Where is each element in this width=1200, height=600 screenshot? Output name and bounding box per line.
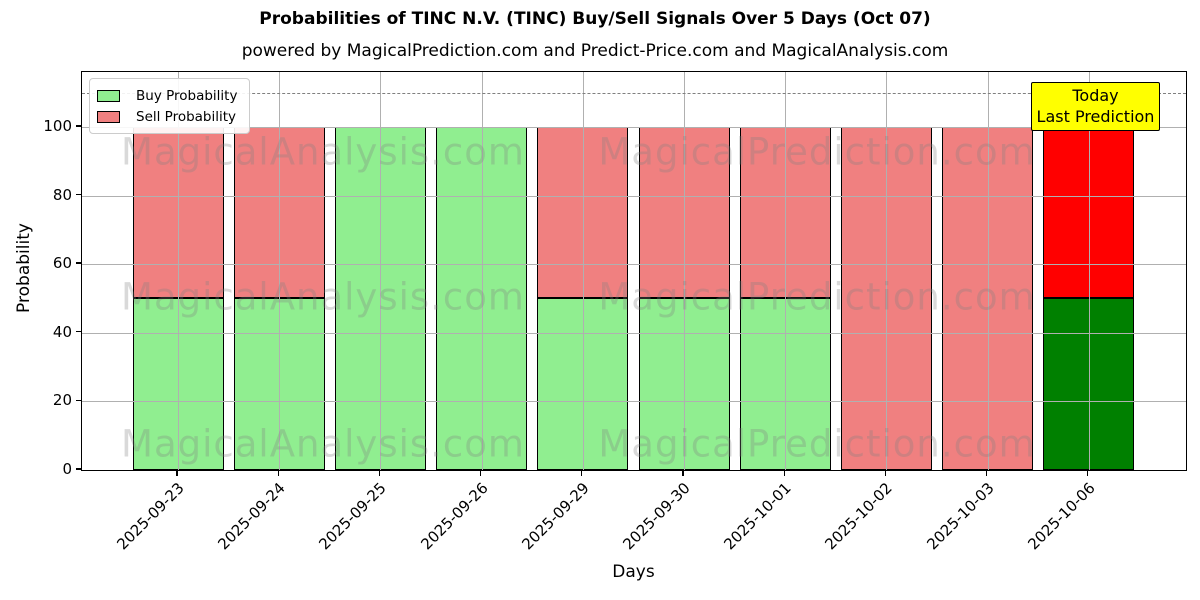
y-tick-mark (76, 125, 81, 127)
watermark-text: MagicalAnalysis.com (121, 422, 525, 466)
sell-swatch-icon (97, 110, 120, 123)
today-annotation: Today Last Prediction (1031, 82, 1160, 131)
v-gridline (886, 72, 888, 470)
y-tick-mark (76, 331, 81, 333)
buy-swatch-icon (97, 89, 120, 102)
watermark-text: MagicalPrediction.com (598, 130, 1036, 174)
y-tick-label: 80 (52, 185, 72, 204)
today-annotation-line2: Last Prediction (1036, 107, 1155, 126)
h-gridline (82, 401, 1186, 403)
today-annotation-line1: Today (1072, 86, 1119, 105)
v-gridline (1088, 72, 1090, 470)
v-gridline (785, 72, 787, 470)
x-axis-label: Days (612, 562, 655, 582)
v-gridline (987, 72, 989, 470)
x-tick-mark (378, 470, 381, 476)
y-tick-mark (76, 193, 81, 196)
v-gridline (380, 72, 382, 470)
legend-label-sell: Sell Probability (136, 108, 237, 125)
h-gridline (82, 195, 1186, 197)
y-tick-label: 40 (52, 322, 72, 341)
x-tick-mark (884, 470, 887, 476)
y-tick-label: 100 (43, 116, 72, 135)
x-tick-mark (1087, 470, 1089, 476)
legend-item-sell: Sell Probability (97, 106, 237, 127)
watermark-text: MagicalAnalysis.com (121, 130, 525, 174)
y-tick-label: 0 (62, 460, 72, 478)
h-gridline (82, 126, 1186, 128)
y-tick-label: 60 (52, 254, 72, 273)
watermark-text: MagicalAnalysis.com (121, 275, 525, 319)
legend-label-buy: Buy Probability (136, 87, 238, 104)
v-gridline (481, 72, 483, 470)
chart-subtitle: powered by MagicalPrediction.com and Pre… (241, 41, 949, 61)
chart-title: Probabilities of TINC N.V. (TINC) Buy/Se… (259, 9, 931, 29)
legend: Buy Probability Sell Probability (89, 78, 251, 134)
v-gridline (178, 72, 179, 470)
x-tick-mark (682, 470, 684, 476)
x-tick-mark (783, 470, 785, 476)
v-gridline (684, 72, 685, 470)
watermark-text: MagicalPrediction.com (598, 422, 1036, 466)
h-gridline (82, 264, 1186, 266)
x-tick-mark (479, 470, 482, 476)
x-tick-mark (176, 470, 178, 476)
y-tick-label: 20 (52, 391, 72, 410)
legend-item-buy: Buy Probability (97, 85, 237, 106)
x-tick-mark (581, 470, 583, 476)
x-tick-mark (985, 470, 988, 476)
y-tick-mark (76, 468, 81, 470)
v-gridline (279, 72, 281, 470)
y-tick-mark (76, 262, 81, 264)
h-gridline (82, 332, 1186, 334)
x-tick-mark (277, 470, 279, 476)
watermark-text: MagicalPrediction.com (598, 275, 1036, 319)
y-tick-mark (76, 399, 81, 402)
plot-area: Buy Probability Sell Probability Today L… (81, 71, 1187, 471)
v-gridline (582, 72, 584, 470)
threshold-dashed-line (82, 92, 1186, 94)
